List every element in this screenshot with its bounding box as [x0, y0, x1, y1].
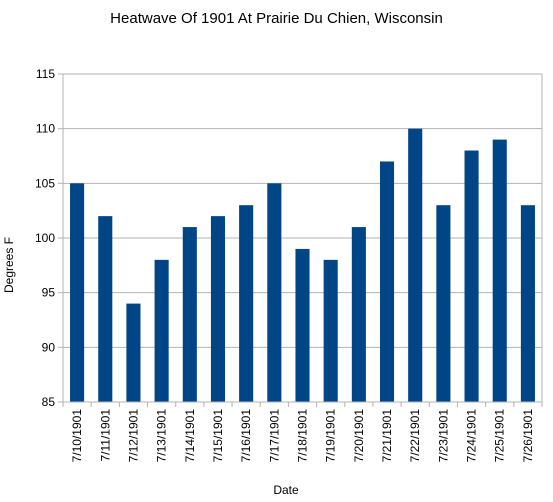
x-tick-label: 7/22/1901 — [408, 409, 422, 463]
y-tick-label: 115 — [36, 67, 55, 81]
x-tick-label: 7/24/1901 — [465, 409, 479, 463]
y-axis-label: Degrees F — [2, 237, 16, 293]
bar — [351, 227, 366, 402]
bar — [379, 161, 395, 402]
y-tick-label: 105 — [35, 176, 55, 190]
x-tick-label: 7/25/1901 — [493, 409, 507, 463]
bar — [436, 205, 451, 402]
x-tick-label: 7/15/1901 — [211, 409, 225, 463]
bars — [70, 128, 535, 402]
bar — [98, 216, 113, 402]
y-tick-label: 100 — [35, 231, 55, 245]
axes — [62, 73, 543, 407]
bar — [70, 183, 85, 402]
x-tick-label: 7/17/1901 — [267, 409, 281, 463]
bar — [239, 205, 254, 402]
y-tick-label: 95 — [42, 286, 56, 300]
y-tick-labels: 85 90 95 100 105 110 115 — [35, 67, 55, 409]
plot-frame — [62, 73, 543, 403]
x-tick-label: 7/14/1901 — [183, 409, 197, 463]
bar — [464, 150, 479, 402]
x-tick-label: 7/10/1901 — [70, 409, 84, 463]
x-tick-label: 7/12/1901 — [126, 409, 140, 463]
x-tick-label: 7/18/1901 — [296, 409, 310, 463]
x-tick-label: 7/11/1901 — [98, 409, 112, 462]
bar — [182, 227, 197, 402]
bar — [408, 128, 423, 402]
bar — [126, 303, 141, 402]
y-tick-label: 90 — [42, 340, 56, 354]
x-tick-labels: 7/10/1901 7/11/1901 7/12/1901 7/13/1901 7/14… — [70, 409, 535, 463]
x-tick-label: 7/20/1901 — [352, 409, 366, 463]
bar — [267, 183, 282, 402]
x-tick-label: 7/21/1901 — [380, 409, 394, 463]
bar — [154, 259, 169, 402]
bar — [323, 259, 338, 402]
y-tick-label: 110 — [36, 122, 55, 136]
x-tick-label: 7/13/1901 — [155, 409, 169, 463]
bar — [295, 248, 310, 402]
y-tick-label: 85 — [42, 395, 56, 409]
x-tick-label: 7/26/1901 — [521, 409, 535, 463]
bar — [520, 205, 535, 402]
x-tick-label: 7/23/1901 — [436, 409, 450, 463]
x-axis-label: Date — [273, 483, 299, 497]
bar — [492, 139, 507, 402]
x-tick-label: 7/19/1901 — [324, 409, 338, 463]
x-tick-label: 7/16/1901 — [239, 409, 253, 463]
bar — [210, 216, 226, 402]
chart-title: Heatwave Of 1901 At Prairie Du Chien, Wi… — [110, 10, 443, 27]
